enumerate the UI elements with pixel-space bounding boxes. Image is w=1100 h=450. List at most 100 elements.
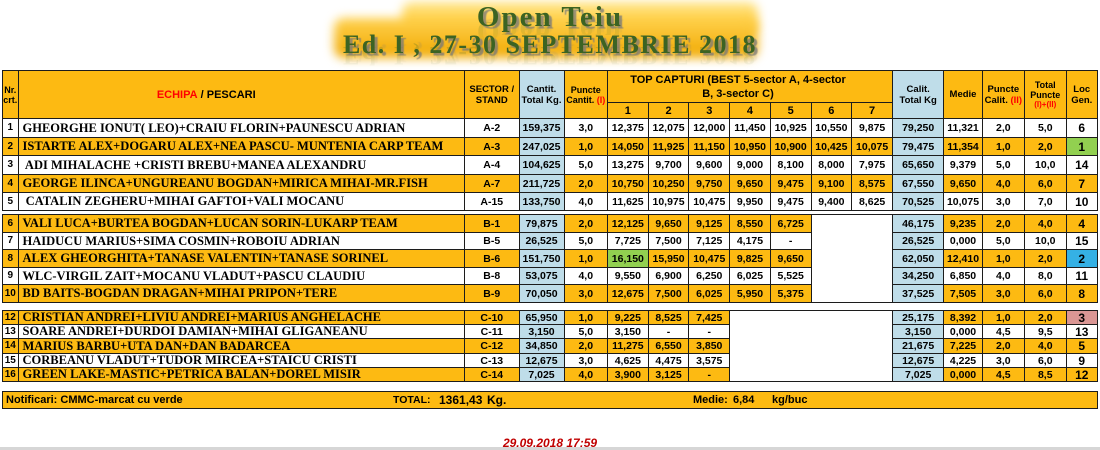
- puncte-cantit-cell: 2,0: [563, 214, 608, 233]
- page-subtitle: Ed. I , 27-30 SEPTEMBRIE 2018: [342, 30, 758, 59]
- bottom-edge-strip: [0, 447, 1100, 450]
- cantit-cell: 26,525: [518, 232, 565, 250]
- empty-merged-cell: [810, 214, 894, 303]
- capture-cell: -: [769, 232, 812, 250]
- medie-cell: 11,321: [943, 118, 983, 138]
- puncte-cantit-cell: 3,0: [563, 353, 608, 368]
- capture-cell: 12,000: [688, 118, 731, 138]
- team-cell: GEORGE ILINCA+UNGUREANU BOGDAN+MIRICA MI…: [17, 174, 465, 193]
- team-cell: SOARE ANDREI+DURDOI DAMIAN+MIHAI GLIGANE…: [17, 324, 465, 339]
- capture-cell: 9,825: [729, 249, 771, 268]
- puncte-cantit-cell: 4,0: [563, 192, 608, 211]
- total-puncte-cell: 2,0: [1024, 137, 1067, 156]
- header-total-puncte: Total Puncte (I)+(II): [1024, 70, 1067, 119]
- table-row: 12 CRISTIAN ANDREI+LIVIU ANDREI+MARIUS AN…: [2, 310, 1098, 382]
- puncte-calit-cell: 1,0: [981, 137, 1026, 156]
- calit-cell: 21,675: [892, 338, 945, 354]
- total-puncte-cell: 8,0: [1024, 267, 1067, 285]
- group-gap-row: [2, 381, 1098, 392]
- capture-cell: 9,100: [810, 174, 853, 193]
- cantit-cell: 133,750: [518, 192, 565, 211]
- total-value: 1361,43: [439, 393, 483, 407]
- loc-gen-cell: 9: [1065, 353, 1098, 368]
- cantit-cell: 151,750: [518, 249, 565, 268]
- loc-gen-cell: 15: [1065, 232, 1098, 250]
- puncte-calit-cell: 3,0: [981, 284, 1026, 303]
- row-number-cell: 1: [2, 118, 19, 138]
- capture-cell: 12,125: [607, 214, 649, 233]
- capture-cell: 10,925: [769, 118, 812, 138]
- puncte-cantit-cell: 1,0: [563, 310, 608, 325]
- header-col-4: 4: [729, 102, 771, 119]
- capture-cell: 8,000: [810, 155, 853, 175]
- total-puncte-cell: 4,0: [1024, 214, 1067, 233]
- total-puncte-cell: 6,0: [1024, 284, 1067, 303]
- medie-cell: 6,850: [943, 267, 983, 285]
- calit-cell: 79,250: [892, 118, 945, 138]
- capture-cell: 3,575: [688, 353, 731, 368]
- puncte-calit-cell: 5,0: [981, 232, 1026, 250]
- capture-cell: 10,475: [688, 192, 731, 211]
- team-cell: CATALIN ZEGHERU+MIHAI GAFTOI+VALI MOCANU: [17, 192, 465, 211]
- loc-gen-cell: 7: [1065, 174, 1098, 193]
- capture-cell: 12,075: [647, 118, 690, 138]
- puncte-cantit-cell: 5,0: [563, 232, 608, 250]
- loc-gen-cell: 5: [1065, 338, 1098, 354]
- medie-unit: kg/buc: [772, 394, 808, 406]
- puncte-calit-cell: 3,0: [981, 192, 1026, 211]
- capture-cell: 9,875: [851, 118, 894, 138]
- header-sector: SECTOR / STAND: [464, 70, 520, 119]
- sector-cell: B-9: [464, 284, 520, 303]
- puncte-cantit-cell: 3,0: [563, 118, 608, 138]
- capture-cell: 9,475: [769, 174, 812, 193]
- table-row: 4 GEORGE ILINCA+UNGUREANU BOGDAN+MIRICA M…: [2, 174, 1098, 193]
- capture-cell: 7,725: [607, 232, 649, 250]
- capture-cell: 10,950: [729, 137, 771, 156]
- capture-cell: 10,750: [607, 174, 649, 193]
- table-row: 13 SOARE ANDREI+DURDOI DAMIAN+MIHAI GLIGA…: [2, 324, 1098, 339]
- capture-cell: 6,900: [647, 267, 690, 285]
- calit-cell: 7,025: [892, 367, 945, 382]
- table-row: 15 CORBEANU VLADUT+TUDOR MIRCEA+STAICU CR…: [2, 353, 1098, 368]
- medie-cell: 9,379: [943, 155, 983, 175]
- puncte-cantit-cell: 1,0: [563, 249, 608, 268]
- capture-cell: 4,175: [729, 232, 771, 250]
- loc-gen-cell: 10: [1065, 192, 1098, 211]
- loc-gen-cell: 1: [1065, 137, 1098, 156]
- cantit-cell: 247,025: [518, 137, 565, 156]
- total-row: Notificari: CMMC-marcat cu verde TOTAL: …: [2, 391, 1098, 409]
- total-puncte-cell: 9,5: [1024, 324, 1067, 339]
- team-cell: ALEX GHEORGHITA+TANASE VALENTIN+TANASE S…: [17, 249, 465, 268]
- capture-cell: 3,850: [688, 338, 731, 354]
- calit-cell: 3,150: [892, 324, 945, 339]
- puncte-calit-cell: 4,5: [981, 367, 1026, 382]
- puncte-calit-cell: 1,0: [981, 249, 1026, 268]
- medie-cell: 8,392: [943, 310, 983, 325]
- capture-cell: 5,525: [769, 267, 812, 285]
- sector-cell: C-12: [464, 338, 520, 354]
- puncte-calit-cell: 2,0: [981, 214, 1026, 233]
- puncte-calit-cell: 5,0: [981, 155, 1026, 175]
- cantit-cell: 7,025: [518, 367, 565, 382]
- table-row: 3 ADI MIHALACHE +CRISTI BREBU+MANEA ALEX…: [2, 155, 1098, 175]
- medie-cell: 0,000: [943, 232, 983, 250]
- team-cell: GREEN LAKE-MASTIC+PETRICA BALAN+DOREL MI…: [17, 367, 465, 382]
- team-cell: ISTARTE ALEX+DOGARU ALEX+NEA PASCU- MUNT…: [17, 137, 465, 156]
- medie-cell: 0,000: [943, 367, 983, 382]
- capture-cell: 10,475: [688, 249, 731, 268]
- medie-cell: 4,225: [943, 353, 983, 368]
- total-label: TOTAL:: [393, 394, 431, 406]
- medie-cell: 0,000: [943, 324, 983, 339]
- total-puncte-cell: 10,0: [1024, 232, 1067, 250]
- calit-cell: 25,175: [892, 310, 945, 325]
- group-gap-row: [2, 302, 1098, 311]
- row-number-cell: 5: [2, 192, 19, 211]
- medie-cell: 9,235: [943, 214, 983, 233]
- sector-cell: C-14: [464, 367, 520, 382]
- capture-cell: 14,050: [607, 137, 649, 156]
- total-unit: Kg.: [487, 393, 507, 407]
- sector-cell: B-5: [464, 232, 520, 250]
- capture-cell: 10,075: [851, 137, 894, 156]
- empty-merged-cell: [729, 310, 894, 382]
- table-row: 6 VALI LUCA+BURTEA BOGDAN+LUCAN SORIN-LUK…: [2, 214, 1098, 303]
